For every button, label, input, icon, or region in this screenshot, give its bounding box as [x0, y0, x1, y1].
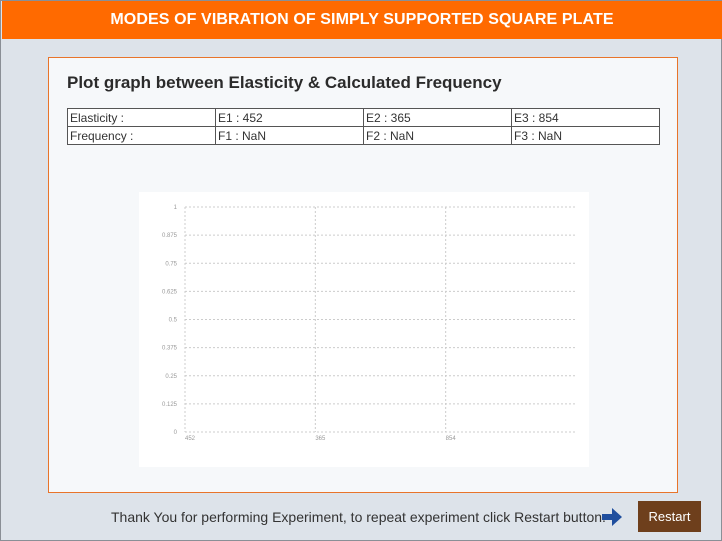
table-cell: E3 : 854: [511, 108, 660, 127]
y-tick-label: 0.5: [169, 318, 178, 324]
y-tick-label: 0.625: [162, 289, 178, 295]
restart-button[interactable]: Restart: [638, 501, 701, 532]
y-tick-label: 0: [174, 430, 178, 436]
chart-svg: 0 0.125 0.25 0.375 0.5 0.625 0.75 0.875 1 452 365 8…: [162, 205, 576, 442]
panel-title: Plot graph between Elasticity & Calculat…: [67, 73, 502, 92]
table-cell: E2 : 365: [363, 108, 512, 127]
table-cell: F2 : NaN: [363, 126, 512, 145]
chart: 0 0.125 0.25 0.375 0.5 0.625 0.75 0.875 1 452 365 8…: [139, 192, 589, 467]
table-row: Frequency : F1 : NaN F2 : NaN F3 : NaN: [67, 126, 660, 145]
y-tick-label: 0.125: [162, 402, 178, 408]
table-cell: F1 : NaN: [215, 126, 364, 145]
footer-message: Thank You for performing Experiment, to …: [111, 509, 606, 525]
y-tick-label: 0.25: [165, 374, 177, 380]
x-tick-label: 854: [446, 436, 457, 442]
y-tick-label: 0.875: [162, 233, 178, 239]
arrow-right-icon: [602, 508, 622, 526]
values-table: Elasticity : E1 : 452 E2 : 365 E3 : 854 …: [67, 108, 660, 145]
x-tick-label: 452: [185, 436, 196, 442]
table-cell: Frequency :: [67, 126, 216, 145]
x-tick-label: 365: [315, 436, 326, 442]
y-tick-label: 1: [174, 205, 178, 211]
graph-panel: Plot graph between Elasticity & Calculat…: [48, 57, 678, 493]
y-tick-label: 0.375: [162, 346, 178, 352]
table-cell: Elasticity :: [67, 108, 216, 127]
y-tick-label: 0.75: [165, 261, 177, 267]
table-cell: F3 : NaN: [511, 126, 660, 145]
page-title: MODES OF VIBRATION OF SIMPLY SUPPORTED S…: [110, 11, 614, 28]
page-header: MODES OF VIBRATION OF SIMPLY SUPPORTED S…: [2, 1, 722, 39]
table-cell: E1 : 452: [215, 108, 364, 127]
table-row: Elasticity : E1 : 452 E2 : 365 E3 : 854: [67, 108, 660, 127]
